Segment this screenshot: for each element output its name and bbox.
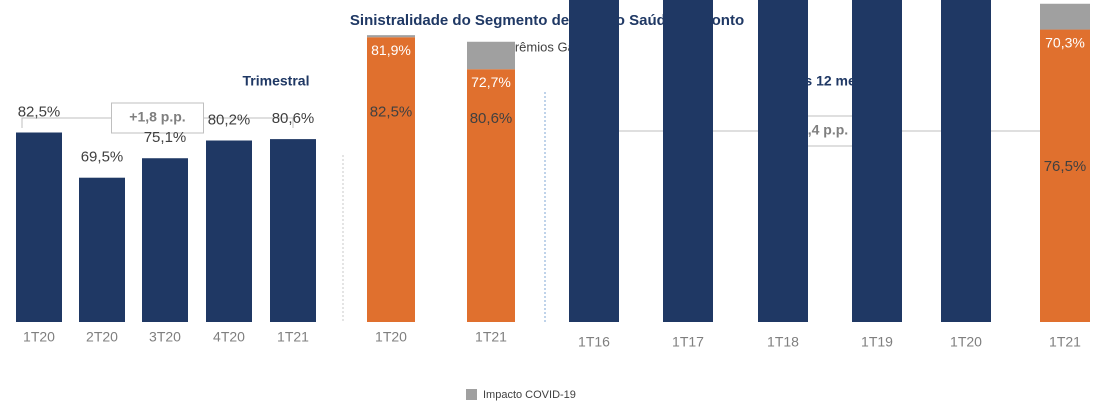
value-label: 82,5% <box>18 103 61 120</box>
x-tick-label: 1T16 <box>578 334 610 350</box>
x-tick-label: 1T20 <box>950 334 982 350</box>
bar <box>16 132 62 322</box>
value-label: 72,7% <box>471 74 511 90</box>
x-tick-label: 1T18 <box>767 334 799 350</box>
bar-segment <box>467 41 515 70</box>
bar-segment <box>367 37 415 322</box>
annotation-box <box>111 102 204 134</box>
bar <box>142 158 188 322</box>
annotation: +1,8 p.p. <box>129 109 185 125</box>
bar <box>206 140 252 322</box>
x-tick-label: 1T19 <box>861 334 893 350</box>
x-tick-label: 1T20 <box>23 329 55 345</box>
bar-segment <box>367 35 415 38</box>
bar <box>270 139 316 322</box>
x-tick-label: 1T17 <box>672 334 704 350</box>
bar-segment <box>663 0 713 322</box>
total-label: 82,5% <box>370 103 413 120</box>
value-label: 75,1% <box>144 129 187 146</box>
x-tick-label: 3T20 <box>149 329 181 345</box>
legend-swatch <box>466 389 477 400</box>
x-tick-label: 1T21 <box>277 329 309 345</box>
value-label: 70,3% <box>1045 34 1085 50</box>
x-tick-label: 1T20 <box>375 329 407 345</box>
total-label: 80,6% <box>470 110 513 127</box>
bar-segment <box>758 0 808 322</box>
x-tick-label: 1T21 <box>475 329 507 345</box>
bar-segment <box>569 0 619 323</box>
legend-label: Impacto COVID-19 <box>483 389 576 401</box>
total-label: 76,5% <box>1044 158 1087 175</box>
panel-title: Trimestral <box>243 73 310 89</box>
value-label: 69,5% <box>81 149 124 166</box>
bar <box>79 177 125 322</box>
bar-segment <box>852 0 902 323</box>
x-tick-label: 4T20 <box>213 329 245 345</box>
value-label: 81,9% <box>371 42 411 58</box>
bar-segment <box>467 69 515 323</box>
bar-segment <box>1040 3 1090 30</box>
chart-title: Sinistralidade do Segmento de Seguro Saú… <box>350 12 744 29</box>
value-label: 80,6% <box>272 110 315 127</box>
bar-segment <box>1040 29 1090 322</box>
x-tick-label: 1T21 <box>1049 334 1081 350</box>
bar-segment <box>941 0 991 323</box>
x-tick-label: 2T20 <box>86 329 118 345</box>
value-label: 80,2% <box>208 111 251 128</box>
